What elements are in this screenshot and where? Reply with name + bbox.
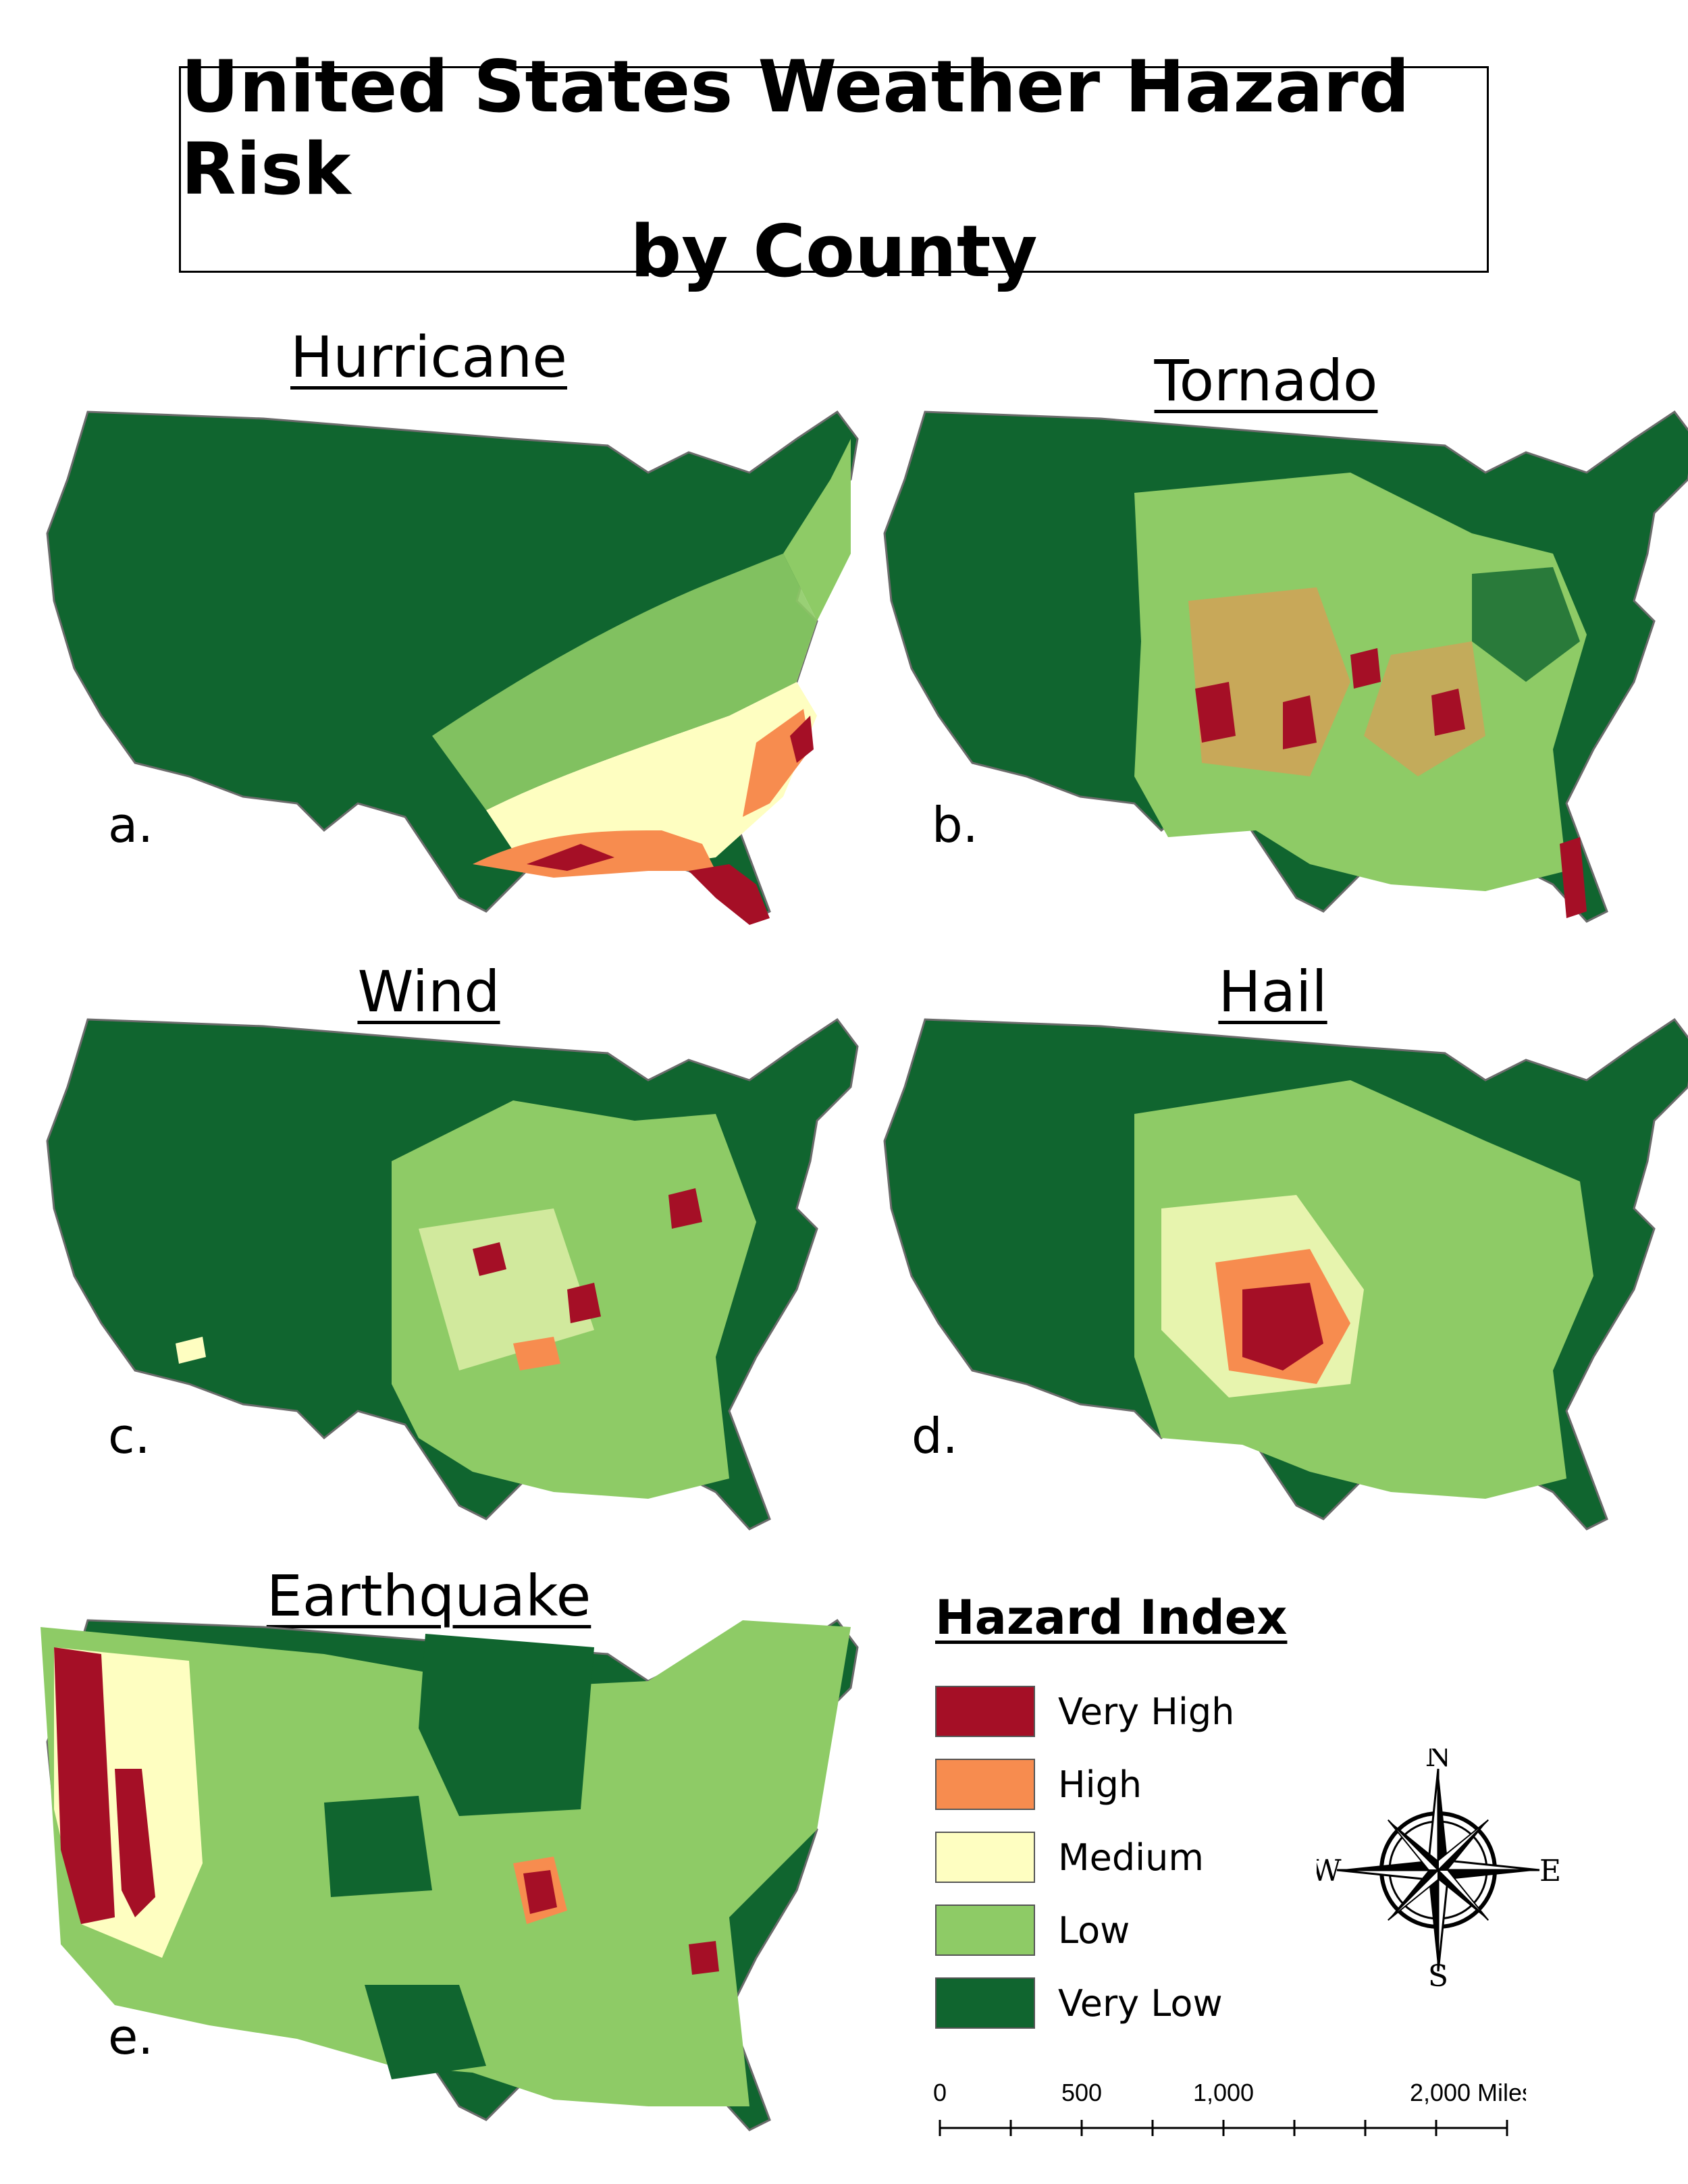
hail-map: [883, 1017, 1688, 1530]
central-medium-zone: [419, 1208, 594, 1370]
hurricane-map: [46, 410, 859, 925]
legend-item-very-low: Very Low: [935, 1976, 1223, 2030]
scale-tick-2000: 2,000 Miles: [1410, 2079, 1526, 2106]
ohio-very-high: [668, 1188, 702, 1229]
carolina-very-high-zone: [790, 716, 814, 763]
legend-swatch: [935, 1905, 1035, 1956]
texas-high: [513, 1337, 560, 1370]
panel-title-earthquake: Earthquake: [266, 1563, 591, 1629]
scale-tick-500: 500: [1061, 2079, 1102, 2106]
legend-label: High: [1058, 1763, 1142, 1806]
panel-letter-a: a.: [108, 797, 154, 853]
map-title-box: United States Weather Hazard Risk by Cou…: [179, 46, 1489, 293]
legend-label: Very High: [1058, 1690, 1235, 1733]
legend-item-high: High: [935, 1757, 1142, 1811]
legend-swatch: [935, 1977, 1035, 2029]
compass-e: E: [1539, 1854, 1560, 1888]
texas-very-low: [365, 1985, 486, 2079]
panel-title-wind: Wind: [357, 959, 500, 1025]
legend-item-medium: Medium: [935, 1830, 1204, 1884]
title-line-1: United States Weather Hazard Risk: [181, 45, 1410, 211]
compass-n: N: [1425, 1749, 1452, 1774]
legend-label: Medium: [1058, 1836, 1204, 1879]
compass-w: W: [1317, 1854, 1342, 1888]
scale-tick-1000: 1,000: [1193, 2079, 1254, 2106]
legend-label: Very Low: [1058, 1981, 1223, 2025]
legend-swatch: [935, 1759, 1035, 1810]
tornado-map: [883, 410, 1688, 923]
compass-s: S: [1428, 1959, 1448, 1992]
panel-title-hail: Hail: [1218, 959, 1327, 1025]
kansas-very-high: [473, 1242, 506, 1276]
panel-letter-c: c.: [108, 1408, 151, 1464]
oklahoma-very-high: [1283, 695, 1317, 749]
northeast-low-zone: [783, 439, 851, 621]
new-madrid-very-high: [523, 1870, 557, 1914]
arizona-medium: [176, 1337, 206, 1364]
kansas-very-high: [1195, 682, 1236, 743]
charleston-very-high: [689, 1941, 719, 1975]
plains-very-high-zone: [1242, 1283, 1323, 1370]
earthquake-map: [41, 1618, 859, 2131]
scale-bar: 0 500 1,000 2,000 Miles: [933, 2079, 1526, 2136]
panel-letter-e: e.: [108, 2008, 154, 2065]
panel-title-hurricane: Hurricane: [290, 324, 567, 390]
gulf-very-high-zone: [527, 844, 614, 871]
legend-swatch: [935, 1686, 1035, 1737]
legend-item-low: Low: [935, 1903, 1130, 1957]
compass-rose-icon: N S E W: [1317, 1749, 1560, 1992]
alabama-very-high: [1431, 689, 1465, 736]
national-low-zone: [41, 1620, 851, 2106]
wind-map: [46, 1017, 859, 1530]
dixie-high-zone: [1364, 641, 1485, 776]
missouri-very-high: [1350, 648, 1381, 689]
plains-very-low: [324, 1796, 432, 1897]
arkansas-very-high: [567, 1283, 601, 1323]
title-line-2: by County: [630, 210, 1038, 293]
panel-title-tornado: Tornado: [1154, 348, 1378, 414]
east-low-zone: [432, 554, 817, 810]
legend-item-very-high: Very High: [935, 1684, 1234, 1738]
panel-letter-b: b.: [932, 797, 978, 853]
florida-very-high-zone: [689, 864, 770, 925]
legend-title: Hazard Index: [935, 1590, 1288, 1645]
florida-very-high: [1560, 837, 1587, 918]
north-central-very-low: [419, 1634, 594, 1816]
panel-letter-d: d.: [912, 1408, 958, 1464]
west-coast-very-high: [54, 1647, 115, 1924]
gulf-medium-zone: [486, 682, 817, 871]
scale-tick-0: 0: [933, 2079, 947, 2106]
appalachian-very-low: [1472, 567, 1580, 682]
legend-label: Low: [1058, 1909, 1130, 1952]
legend-swatch: [935, 1832, 1035, 1883]
sierra-very-high: [115, 1769, 155, 1917]
